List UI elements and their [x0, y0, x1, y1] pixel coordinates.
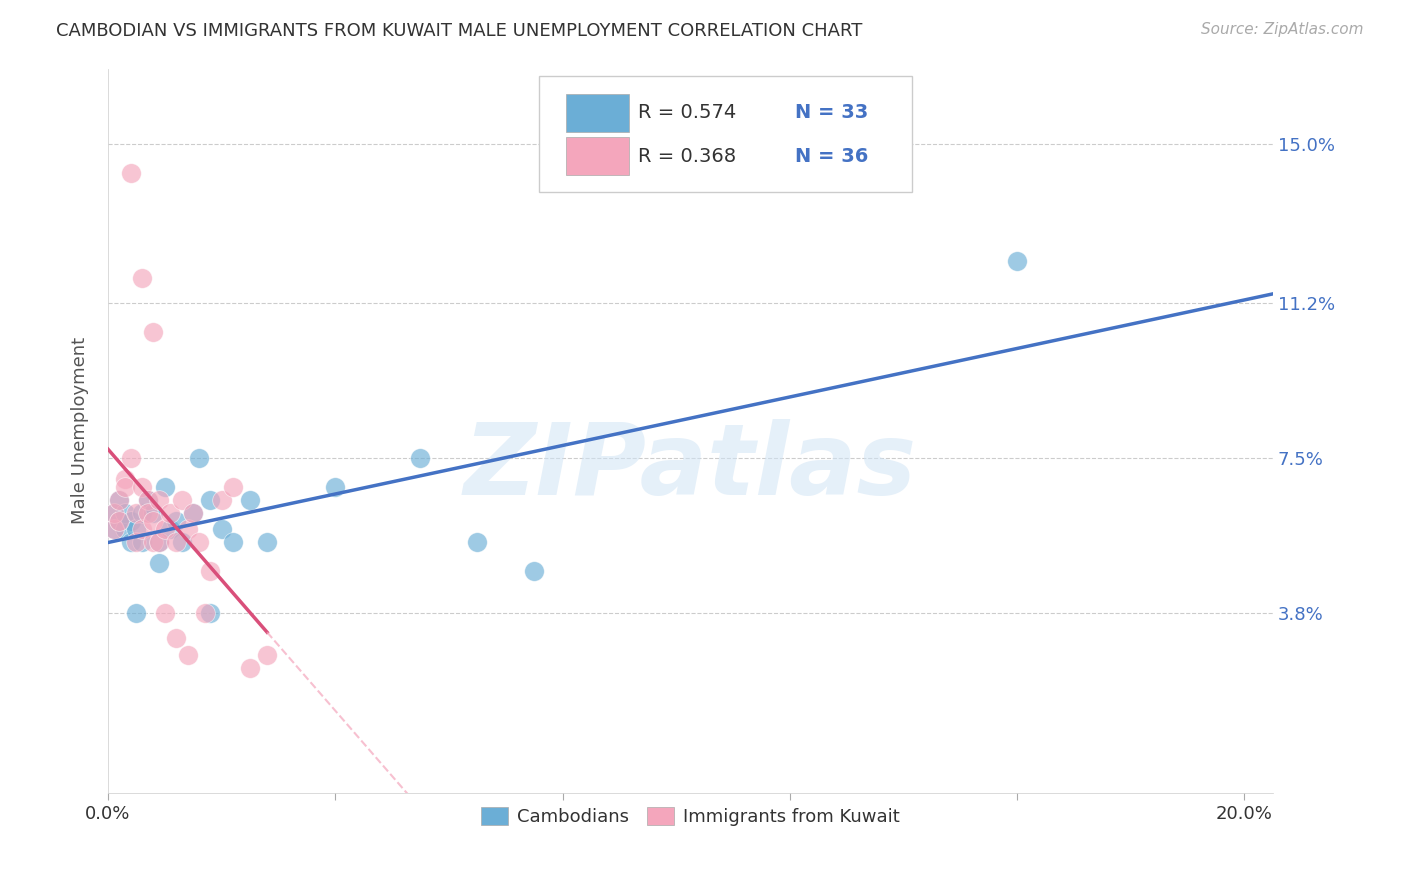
Point — [136, 493, 159, 508]
Point — [211, 493, 233, 508]
Point — [108, 493, 131, 508]
Point — [323, 481, 346, 495]
Point — [176, 648, 198, 662]
Point — [148, 535, 170, 549]
Point — [108, 514, 131, 528]
Point — [256, 648, 278, 662]
Point — [200, 493, 222, 508]
Text: R = 0.368: R = 0.368 — [638, 146, 737, 166]
Point — [136, 493, 159, 508]
Y-axis label: Male Unemployment: Male Unemployment — [72, 337, 89, 524]
Point — [187, 535, 209, 549]
FancyBboxPatch shape — [565, 137, 628, 175]
Point — [131, 506, 153, 520]
Point — [200, 606, 222, 620]
Point — [222, 535, 245, 549]
Point — [120, 514, 142, 528]
Point — [165, 632, 187, 646]
Text: N = 33: N = 33 — [796, 103, 869, 122]
Text: CAMBODIAN VS IMMIGRANTS FROM KUWAIT MALE UNEMPLOYMENT CORRELATION CHART: CAMBODIAN VS IMMIGRANTS FROM KUWAIT MALE… — [56, 22, 863, 40]
Point — [108, 514, 131, 528]
Point — [142, 326, 165, 340]
Point — [194, 606, 217, 620]
Point — [120, 166, 142, 180]
Point — [222, 481, 245, 495]
Point — [170, 535, 193, 549]
Point — [1005, 254, 1028, 268]
Legend: Cambodians, Immigrants from Kuwait: Cambodians, Immigrants from Kuwait — [472, 797, 908, 835]
Point — [136, 506, 159, 520]
Point — [114, 472, 136, 486]
Point — [181, 506, 204, 520]
Point — [114, 506, 136, 520]
Point — [114, 522, 136, 536]
Point — [148, 556, 170, 570]
Point — [120, 535, 142, 549]
Point — [148, 535, 170, 549]
Point — [103, 522, 125, 536]
Point — [409, 451, 432, 466]
Text: N = 36: N = 36 — [796, 146, 869, 166]
Point — [142, 535, 165, 549]
Point — [142, 506, 165, 520]
Point — [153, 522, 176, 536]
Point — [200, 564, 222, 578]
Point — [170, 493, 193, 508]
Point — [239, 493, 262, 508]
Point — [181, 506, 204, 520]
Point — [159, 522, 181, 536]
Point — [103, 506, 125, 520]
Point — [153, 481, 176, 495]
Text: Source: ZipAtlas.com: Source: ZipAtlas.com — [1201, 22, 1364, 37]
Point — [187, 451, 209, 466]
Point — [131, 522, 153, 536]
Point — [153, 606, 176, 620]
Point — [114, 481, 136, 495]
Text: ZIPatlas: ZIPatlas — [464, 418, 917, 516]
FancyBboxPatch shape — [538, 76, 911, 192]
Text: R = 0.574: R = 0.574 — [638, 103, 737, 122]
Point — [103, 522, 125, 536]
Point — [125, 535, 148, 549]
Point — [125, 506, 148, 520]
Point — [125, 522, 148, 536]
Point — [176, 522, 198, 536]
Point — [131, 481, 153, 495]
Point — [159, 506, 181, 520]
Point — [165, 514, 187, 528]
Point — [256, 535, 278, 549]
Point — [125, 606, 148, 620]
Point — [211, 522, 233, 536]
Point — [131, 271, 153, 285]
Point — [465, 535, 488, 549]
Point — [108, 493, 131, 508]
Point — [103, 506, 125, 520]
Point — [148, 493, 170, 508]
Point — [165, 535, 187, 549]
Point — [142, 514, 165, 528]
Point — [131, 535, 153, 549]
Point — [239, 660, 262, 674]
FancyBboxPatch shape — [565, 94, 628, 132]
Point — [120, 451, 142, 466]
Point — [523, 564, 546, 578]
